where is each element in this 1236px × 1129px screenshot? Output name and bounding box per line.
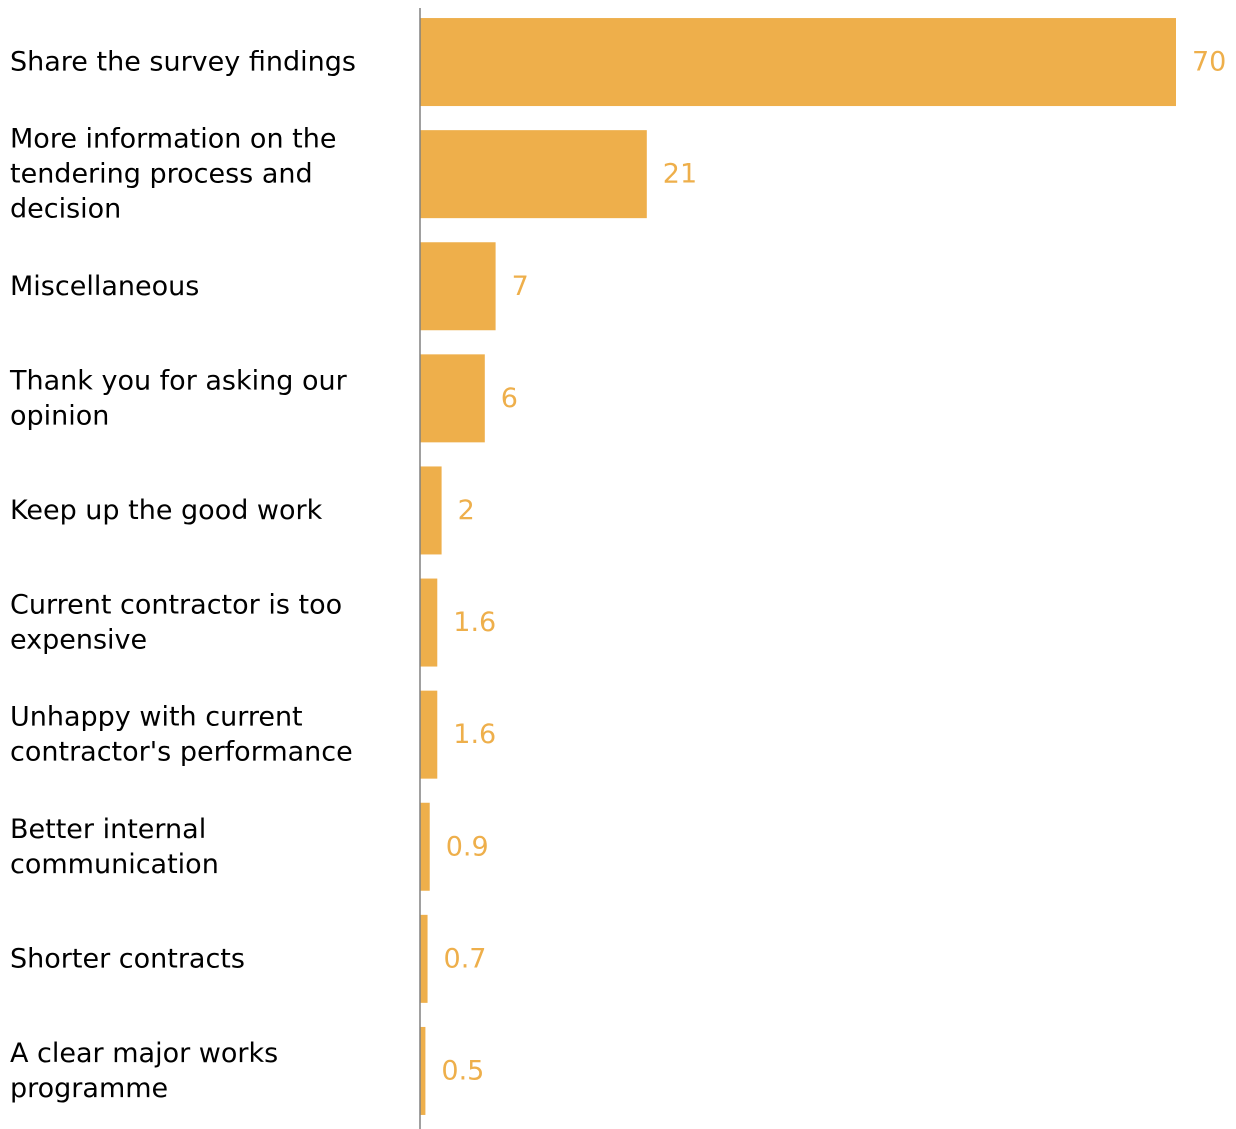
value-label-5: 2 — [458, 495, 475, 526]
value-label-7: 1.6 — [453, 719, 496, 750]
bar-3 — [420, 242, 496, 331]
category-label-line: expensive — [10, 625, 147, 656]
category-label-7: Unhappy with current contractor's perform… — [10, 702, 353, 768]
category-label-5: Keep up the good work — [10, 495, 323, 526]
value-label-10: 0.5 — [441, 1055, 484, 1086]
category-label-line: Share the survey findings — [10, 47, 356, 78]
bar-2 — [420, 130, 647, 219]
bar-5 — [420, 466, 442, 555]
bar-6 — [420, 578, 438, 667]
category-label-8: Better internal communication — [10, 814, 219, 880]
category-label-line: tendering process and — [10, 159, 313, 190]
value-label-8: 0.9 — [446, 831, 489, 862]
category-label-line: Keep up the good work — [10, 495, 323, 526]
category-label-3: Miscellaneous — [10, 271, 199, 302]
category-label-1: Share the survey findings — [10, 47, 356, 78]
category-label-line: decision — [10, 194, 121, 225]
category-label-10: A clear major works programme — [10, 1038, 278, 1104]
category-label-line: communication — [10, 849, 219, 880]
category-label-9: Shorter contracts — [10, 943, 245, 974]
value-label-2: 21 — [663, 159, 697, 190]
bar-1 — [420, 18, 1176, 107]
category-label-line: Current contractor is too — [10, 590, 342, 621]
bar-7 — [420, 690, 438, 779]
category-label-line: Thank you for asking our — [9, 365, 348, 396]
category-label-line: Shorter contracts — [10, 943, 245, 974]
bar-8 — [420, 802, 430, 891]
value-label-3: 7 — [512, 271, 529, 302]
category-label-line: programme — [10, 1073, 168, 1104]
category-label-line: Miscellaneous — [10, 271, 199, 302]
value-label-1: 70 — [1192, 47, 1226, 78]
category-label-4: Thank you for asking our opinion — [9, 365, 348, 431]
value-label-4: 6 — [501, 383, 518, 414]
bar-9 — [420, 914, 428, 1003]
category-label-6: Current contractor is too expensive — [10, 590, 342, 656]
category-labels-group: Share the survey findings More informatio… — [9, 47, 356, 1104]
category-label-line: opinion — [10, 400, 109, 431]
category-label-line: Unhappy with current — [10, 702, 303, 733]
category-label-line: A clear major works — [10, 1038, 278, 1069]
value-labels-group: 70 21 7 6 2 1.6 1.6 0.9 0.7 0.5 — [441, 47, 1226, 1087]
bars-group — [420, 18, 1176, 1115]
value-label-9: 0.7 — [444, 943, 487, 974]
category-label-line: contractor's performance — [10, 737, 353, 768]
category-label-line: Better internal — [10, 814, 206, 845]
category-label-line: More information on the — [10, 124, 336, 155]
bar-4 — [420, 354, 485, 443]
bar-10 — [420, 1026, 426, 1115]
category-label-2: More information on the tendering process… — [10, 124, 336, 225]
value-label-6: 1.6 — [453, 607, 496, 638]
